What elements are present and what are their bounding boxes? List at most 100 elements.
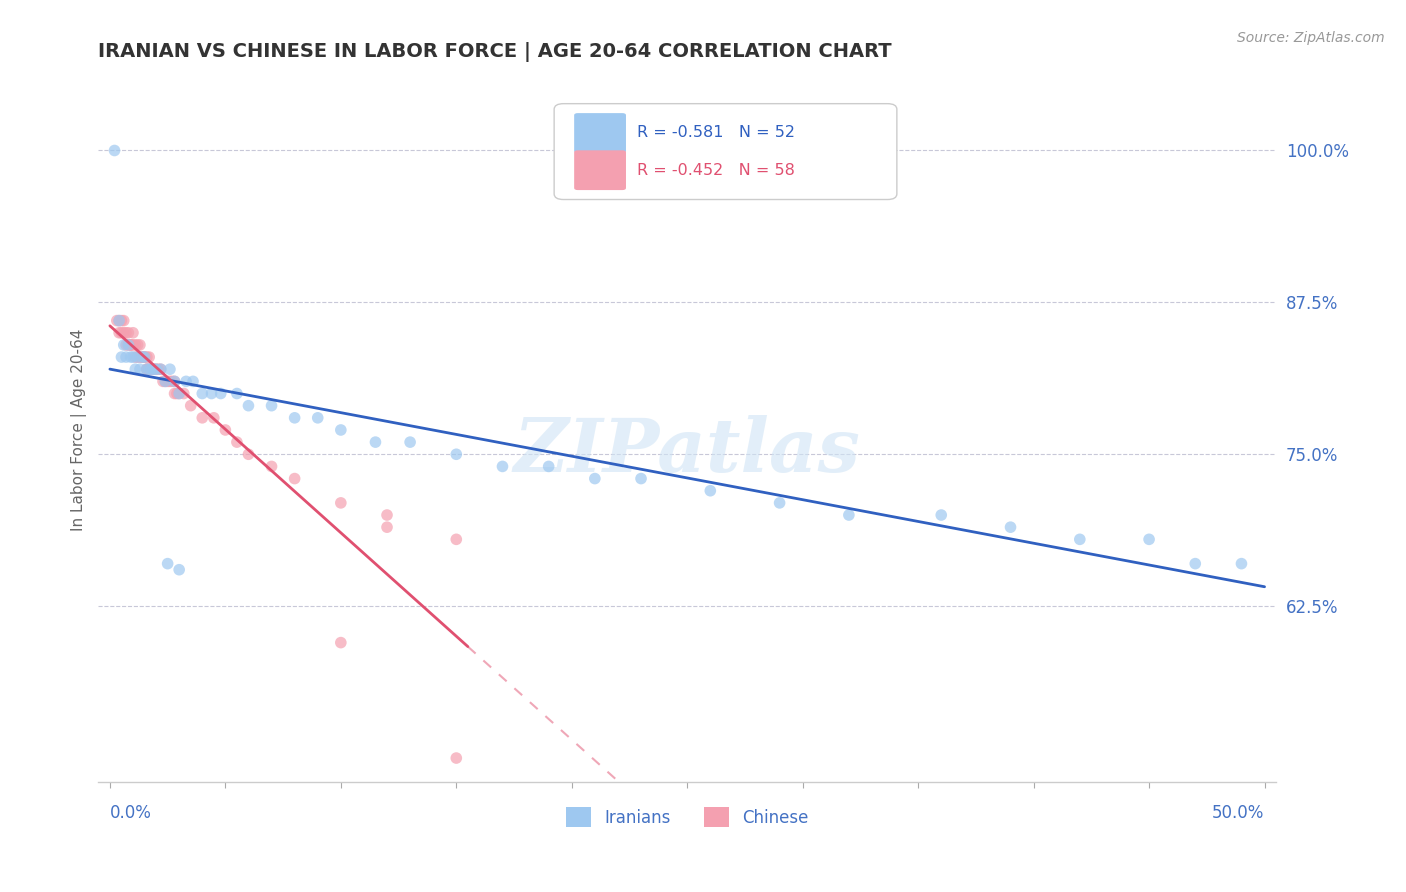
Point [124,350,146,364]
Point [138,362,160,376]
Legend: Iranians, Chinese: Iranians, Chinese [560,800,815,834]
Point [124,338,146,352]
Point [120,338,142,352]
Point [155,375,177,389]
Point [120,350,142,364]
Point [838,508,860,522]
Point [163,386,186,401]
Point [141,362,163,376]
Point [138,350,160,364]
Point [537,459,560,474]
Point [167,386,190,401]
Point [145,362,167,376]
Point [112,313,135,327]
Point [122,326,145,340]
Point [159,362,181,376]
Text: R = -0.581   N = 52: R = -0.581 N = 52 [637,126,794,140]
Point [1230,557,1253,571]
Point [112,338,135,352]
Point [630,472,652,486]
Point [491,459,513,474]
Point [131,350,153,364]
Point [1137,533,1160,547]
Point [159,375,181,389]
Point [145,362,167,376]
Point [117,326,139,340]
Text: 0.0%: 0.0% [110,805,152,822]
Point [202,410,225,425]
Point [156,557,179,571]
Point [307,410,329,425]
Point [138,362,160,376]
Point [446,751,468,765]
FancyBboxPatch shape [574,151,626,190]
Point [375,520,398,534]
Point [225,386,247,401]
Point [131,350,153,364]
Point [115,338,138,352]
Text: ZIPatlas: ZIPatlas [513,415,860,487]
Point [103,144,125,158]
Point [191,410,214,425]
Point [108,313,131,327]
Point [120,338,142,352]
Point [135,362,157,376]
Point [364,435,387,450]
Point [120,338,142,352]
Point [329,635,352,649]
Point [142,362,165,376]
Point [167,563,190,577]
Y-axis label: In Labor Force | Age 20-64: In Labor Force | Age 20-64 [72,329,87,531]
Point [110,326,132,340]
Point [135,350,157,364]
Point [124,362,146,376]
Point [260,459,283,474]
Point [238,399,260,413]
Point [141,362,163,376]
Point [225,435,247,450]
Point [162,375,184,389]
Point [929,508,952,522]
Point [134,350,156,364]
Point [127,338,149,352]
Point [131,350,153,364]
Point [112,326,135,340]
Point [134,350,156,364]
Point [110,350,132,364]
Point [163,375,186,389]
Point [173,386,195,401]
Point [180,399,202,413]
Point [375,508,398,522]
Point [135,362,157,376]
Point [155,375,177,389]
Point [105,313,128,327]
FancyBboxPatch shape [554,103,897,200]
Point [238,447,260,461]
Point [583,472,606,486]
Point [399,435,422,450]
Point [167,386,190,401]
Point [142,362,165,376]
Point [1184,557,1206,571]
Point [446,533,468,547]
Point [699,483,721,498]
Text: Source: ZipAtlas.com: Source: ZipAtlas.com [1237,31,1385,45]
Point [135,362,157,376]
Point [209,386,232,401]
Point [108,313,131,327]
Point [129,350,152,364]
Point [141,362,163,376]
Point [127,350,149,364]
Point [768,496,790,510]
Point [166,386,188,401]
Point [152,375,174,389]
Point [110,313,132,327]
Point [108,326,131,340]
Point [214,423,236,437]
FancyBboxPatch shape [574,113,626,153]
Text: R = -0.452   N = 58: R = -0.452 N = 58 [637,162,794,178]
Point [156,375,179,389]
Text: 50.0%: 50.0% [1212,805,1264,822]
Point [148,362,170,376]
Point [181,375,204,389]
